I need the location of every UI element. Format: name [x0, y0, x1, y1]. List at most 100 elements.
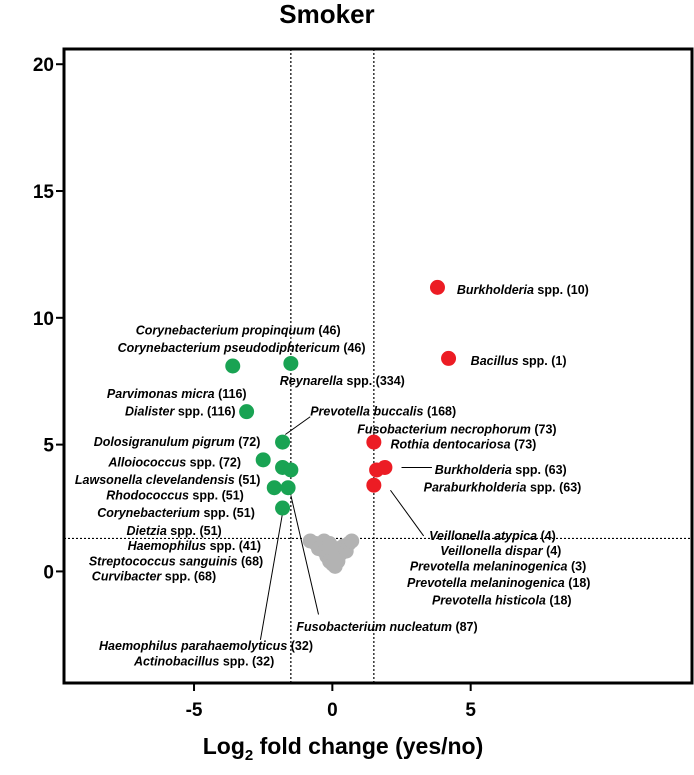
annotation-detail: (51): [235, 473, 261, 487]
point-annotations: Burkholderia spp. (10) Bacillus spp. (1) F…: [75, 283, 591, 669]
annotation-detail: (73): [511, 438, 537, 452]
point-annotation: Curvibacter spp. (68): [92, 569, 216, 583]
annotation-detail: spp. (51): [200, 506, 255, 520]
point-annotation: Prevotella buccalis (168): [310, 405, 456, 419]
point-annotation: Alloiococcus spp. (72): [107, 455, 241, 469]
leader-line: [285, 416, 311, 435]
point-annotation: Haemophilus spp. (41): [128, 539, 261, 553]
x-axis-label-subscript: 2: [245, 747, 253, 764]
point-enriched: [429, 279, 445, 295]
annotation-taxon: Haemophilus parahaemolyticus: [99, 639, 287, 653]
annotation-detail: (87): [452, 620, 478, 634]
annotation-taxon: Dolosigranulum pigrum: [94, 435, 235, 449]
point-depleted: [275, 434, 291, 450]
x-tick-label: 5: [465, 700, 476, 721]
point-enriched: [441, 350, 457, 366]
annotation-taxon: Burkholderia: [457, 283, 534, 297]
point-enriched: [366, 434, 382, 450]
x-axis-label-log: Log: [203, 733, 245, 759]
annotation-detail: spp. (10): [534, 283, 589, 297]
point-annotation: Prevotella melaninogenica (18): [407, 576, 590, 590]
annotation-detail: spp. (116): [174, 405, 235, 419]
annotation-detail: spp. (63): [512, 463, 567, 477]
leader-line: [290, 495, 320, 615]
y-tick-label: 0: [43, 562, 54, 583]
point-depleted: [225, 358, 241, 374]
x-tick-label: 0: [327, 700, 338, 721]
annotation-detail: spp. (51): [167, 524, 222, 538]
point-annotation: Reynarella spp. (334): [280, 374, 405, 388]
annotation-detail: spp. (32): [219, 654, 274, 668]
point-depleted: [283, 462, 299, 478]
point-annotation: Paraburkholderia spp. (63): [424, 481, 582, 495]
leader-lines: [259, 416, 432, 640]
point-annotation: Veillonella dispar (4): [440, 544, 561, 558]
leader-line: [259, 513, 284, 640]
point-annotation: Rothia dentocariosa (73): [390, 438, 536, 452]
point-annotation: Haemophilus parahaemolyticus (32): [99, 639, 313, 653]
point-annotation: Fusobacterium nucleatum (87): [296, 620, 477, 634]
annotation-taxon: Curvibacter: [92, 569, 163, 583]
point-annotation: Prevotella melaninogenica (3): [410, 559, 586, 573]
point-annotation: Burkholderia spp. (63): [435, 463, 567, 477]
point-ns: [327, 558, 343, 574]
annotation-detail: (46): [315, 323, 341, 337]
annotation-taxon: Streptococcus sanguinis: [89, 554, 238, 568]
point-ns: [344, 533, 360, 549]
annotation-taxon: Corynebacterium pseudodiphtericum: [118, 341, 340, 355]
point-enriched: [377, 459, 393, 475]
annotation-taxon: Veillonella atypica: [429, 529, 537, 543]
point-annotation: Dietzia spp. (51): [127, 524, 222, 538]
point-annotation: Corynebacterium pseudodiphtericum (46): [118, 341, 366, 355]
annotation-taxon: Lawsonella clevelandensis: [75, 473, 235, 487]
annotation-taxon: Actinobacillus: [133, 654, 219, 668]
annotation-detail: spp. (1): [519, 354, 567, 368]
annotation-taxon: Fusobacterium necrophorum: [357, 422, 531, 436]
y-tick-label: 5: [43, 436, 54, 457]
point-ns: [322, 536, 338, 552]
annotation-detail: (3): [568, 559, 587, 573]
point-annotation: Dolosigranulum pigrum (72): [94, 435, 261, 449]
y-tick-label: 15: [33, 182, 55, 203]
annotation-taxon: Paraburkholderia: [424, 481, 527, 495]
annotation-detail: (116): [215, 387, 247, 401]
point-depleted: [275, 500, 291, 516]
annotation-taxon: Prevotella buccalis: [310, 405, 423, 419]
annotation-taxon: Rothia dentocariosa: [390, 438, 510, 452]
point-annotation: Burkholderia spp. (10): [457, 283, 589, 297]
point-annotation: Bacillus spp. (1): [471, 354, 567, 368]
point-depleted: [239, 404, 255, 420]
annotation-detail: (72): [235, 435, 261, 449]
point-annotation: Parvimonas micra (116): [107, 387, 247, 401]
annotation-taxon: Prevotella histicola: [432, 594, 546, 608]
y-tick-label: 20: [33, 55, 54, 76]
annotation-taxon: Prevotella melaninogenica: [410, 559, 568, 573]
x-axis-label-rest: fold change (yes/no): [253, 733, 483, 759]
annotation-taxon: Alloiococcus: [107, 455, 186, 469]
annotation-taxon: Prevotella melaninogenica: [407, 576, 565, 590]
point-depleted: [255, 452, 271, 468]
point-annotation: Lawsonella clevelandensis (51): [75, 473, 261, 487]
annotation-detail: (32): [287, 639, 313, 653]
annotation-detail: spp. (68): [161, 569, 216, 583]
point-annotation: Rhodococcus spp. (51): [106, 488, 244, 502]
plot-frame: [62, 47, 694, 685]
annotation-taxon: Rhodococcus: [106, 488, 189, 502]
annotation-detail: spp. (63): [526, 481, 581, 495]
annotation-detail: spp. (334): [343, 374, 405, 388]
point-annotation: Corynebacterium spp. (51): [97, 506, 255, 520]
point-annotation: Fusobacterium necrophorum (73): [357, 422, 556, 436]
annotation-detail: (46): [340, 341, 366, 355]
annotation-taxon: Burkholderia: [435, 463, 512, 477]
annotation-taxon: Corynebacterium propinquum: [136, 323, 315, 337]
annotation-taxon: Corynebacterium: [97, 506, 200, 520]
annotation-detail: (18): [546, 594, 572, 608]
point-depleted: [283, 355, 299, 371]
x-tick-label: -5: [186, 700, 203, 721]
leader-line: [390, 489, 425, 537]
annotation-detail: (73): [531, 422, 557, 436]
annotation-detail: spp. (72): [186, 455, 241, 469]
annotation-taxon: Parvimonas micra: [107, 387, 215, 401]
annotation-detail: (68): [237, 554, 263, 568]
